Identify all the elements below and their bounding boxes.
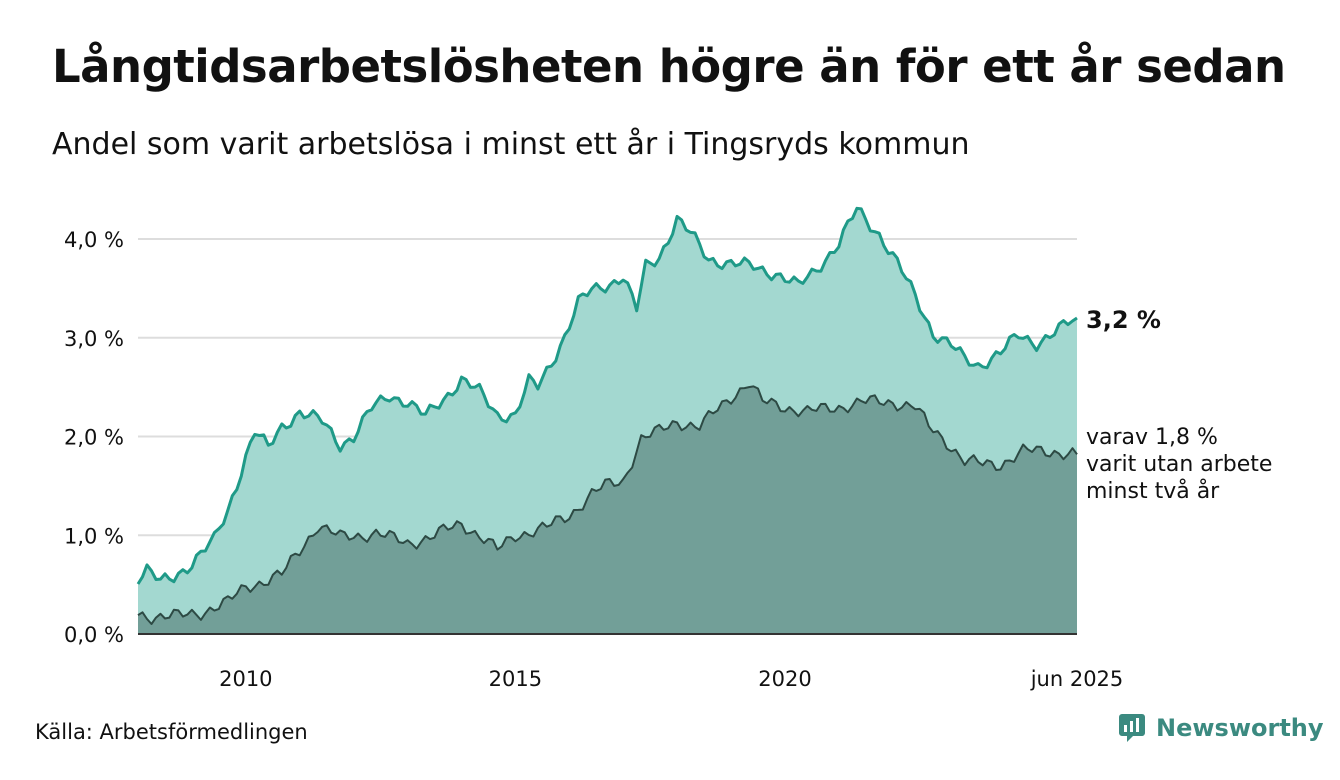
y-tick-label: 1,0 %	[64, 524, 124, 548]
area-chart: 0,0 % 1,0 % 2,0 % 3,0 % 4,0 % 2010 2015 2020 ju…	[64, 206, 1279, 691]
y-tick-label: 3,0 %	[64, 327, 124, 351]
x-tick-label: 2015	[489, 667, 542, 691]
upper-series-end-label: 3,2 %	[1086, 306, 1161, 334]
x-tick-label: 2020	[758, 667, 811, 691]
source-note: Källa: Arbetsförmedlingen	[35, 720, 308, 744]
lower-series-line	[137, 385, 1078, 625]
chart-title: Långtidsarbetslösheten högre än för ett …	[52, 40, 1286, 93]
lower-series-end-label: varav 1,8 % varit utan arbete minst två …	[1086, 425, 1279, 504]
lower-series-end-label-line-1: varav 1,8 %	[1086, 425, 1218, 450]
newsworthy-logo-icon	[1119, 714, 1145, 742]
y-tick-label: 4,0 %	[64, 228, 124, 252]
chart-subtitle: Andel som varit arbetslösa i minst ett å…	[52, 127, 970, 162]
brand-name: Newsworthy	[1156, 714, 1324, 742]
x-tick-label: 2010	[219, 667, 272, 691]
y-tick-label: 0,0 %	[64, 623, 124, 647]
y-tick-label: 2,0 %	[64, 426, 124, 450]
upper-series-line	[136, 206, 1078, 585]
x-axis-ticks: 2010 2015 2020 jun 2025	[219, 667, 1123, 691]
lower-series-end-label-line-2: varit utan arbete	[1086, 452, 1272, 477]
y-axis-ticks: 0,0 % 1,0 % 2,0 % 3,0 % 4,0 %	[64, 228, 124, 647]
lower-series-end-label-line-3: minst två år	[1086, 478, 1220, 504]
brand-logo[interactable]: Newsworthy	[1118, 713, 1324, 743]
lower-area-fill	[138, 386, 1077, 634]
x-tick-label: jun 2025	[1030, 667, 1124, 691]
